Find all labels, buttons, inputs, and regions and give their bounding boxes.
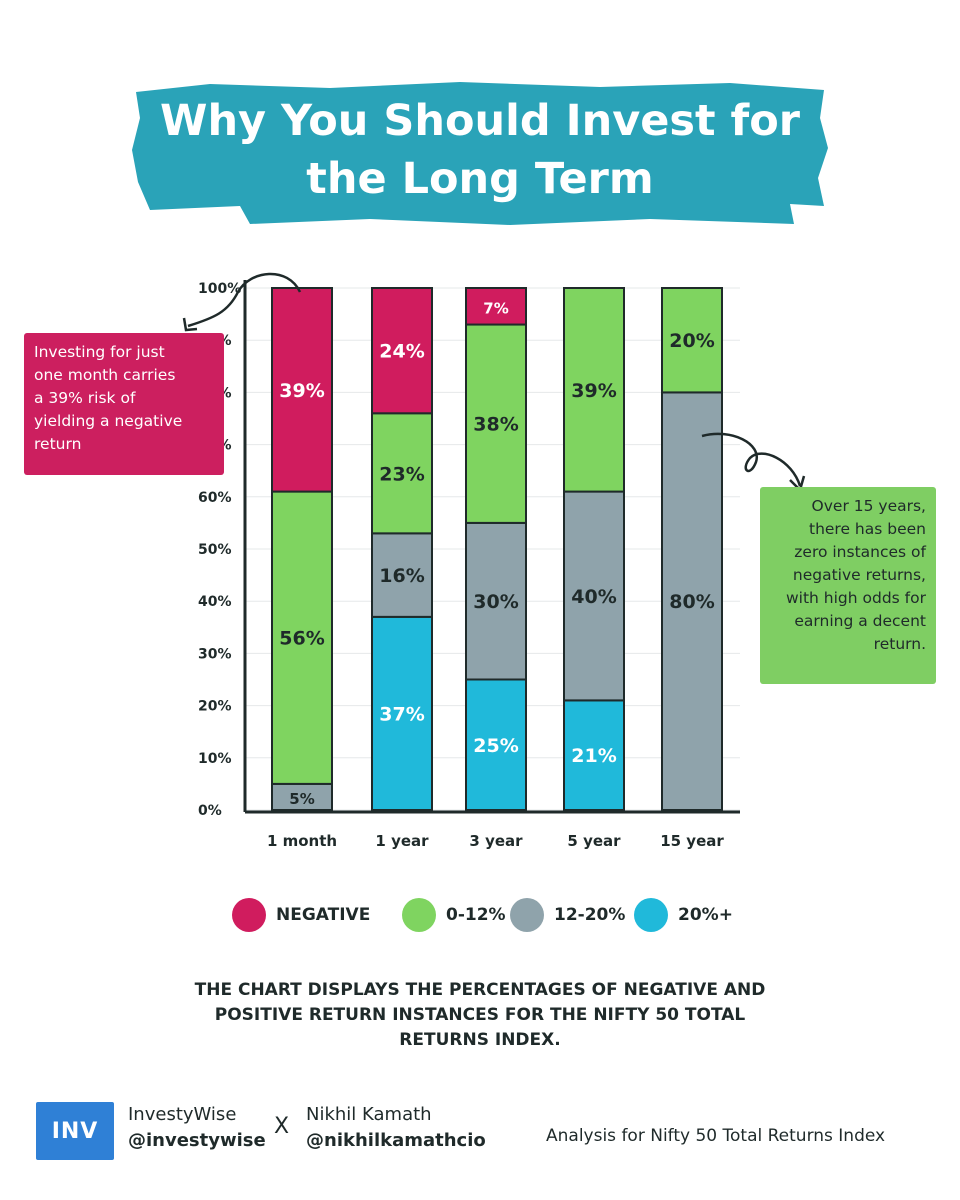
callout-fifteen-year: Over 15 years, there has been zero insta… — [760, 487, 936, 684]
chart-title: Why You Should Invest for the Long Term — [130, 92, 830, 208]
bar-segment — [563, 490, 625, 702]
callout-left-line: a 39% risk of — [34, 389, 136, 407]
y-tick-label: 0% — [198, 803, 222, 819]
callout-right-line: negative returns, — [792, 566, 926, 584]
bar-segment — [465, 287, 527, 326]
partner-block: Nikhil Kamath @nikhilkamathcio — [306, 1102, 486, 1154]
callout-one-month: Investing for just one month carries a 3… — [24, 333, 224, 475]
bar-segment — [371, 615, 433, 811]
caption-line-3: RETURNS INDEX. — [399, 1030, 561, 1050]
bar-segment — [371, 532, 433, 618]
y-tick-label: 20% — [198, 699, 232, 715]
x-tick-label: 1 year — [375, 832, 429, 850]
y-tick-label: 40% — [198, 594, 232, 610]
bar-segment — [661, 391, 723, 811]
callout-right-line: there has been — [809, 520, 926, 538]
callout-arrow-right — [701, 432, 802, 487]
callout-left-line: return — [34, 435, 82, 453]
stacked-bar-chart: 0%10%20%30%40%50%60%70%80%90%100%1 month… — [182, 272, 806, 850]
legend-swatch-20-plus — [634, 898, 668, 932]
bar-segment — [465, 323, 527, 524]
y-tick-label: 60% — [198, 490, 232, 506]
bar-segment — [465, 521, 527, 681]
title-line-1: Why You Should Invest for — [160, 96, 800, 146]
x-tick-label: 15 year — [660, 832, 724, 850]
partner-handle: @nikhilkamathcio — [306, 1130, 486, 1151]
legend-item-20-plus: 20%+ — [634, 893, 733, 937]
footer-note: Analysis for Nifty 50 Total Returns Inde… — [546, 1126, 886, 1146]
y-tick-label: 30% — [198, 646, 232, 662]
title-banner-brush — [132, 82, 828, 225]
data-label: 37% — [379, 703, 424, 725]
footer: INV InvestyWise @investywise X Nikhil Ka… — [0, 1098, 960, 1168]
legend-label: 20%+ — [678, 905, 733, 925]
bar-segment — [271, 287, 333, 493]
title-banner: Why You Should Invest for the Long Term — [130, 78, 830, 228]
data-label: 5% — [289, 790, 314, 808]
callout-right-line: zero instances of — [794, 543, 926, 561]
data-label: 23% — [379, 463, 424, 485]
data-label: 38% — [473, 414, 518, 436]
legend-label: 0-12% — [446, 905, 506, 925]
legend-item-12-20: 12-20% — [510, 893, 625, 937]
data-label: 80% — [669, 591, 714, 613]
data-label: 30% — [473, 591, 518, 613]
x-tick-label: 1 month — [267, 832, 337, 850]
data-label: 39% — [571, 380, 616, 402]
bar-segment — [661, 287, 723, 394]
collab-mark: X — [274, 1114, 290, 1139]
data-label: 56% — [279, 628, 324, 650]
callout-right-line: earning a decent — [794, 612, 926, 630]
partner-name: Nikhil Kamath — [306, 1104, 432, 1125]
callout-right-line: with high odds for — [785, 589, 926, 607]
bar-segment — [371, 287, 433, 415]
x-tick-label: 5 year — [567, 832, 621, 850]
callout-right-line: Over 15 years, — [811, 497, 926, 515]
legend-item-negative: NEGATIVE — [232, 893, 370, 937]
investywise-logo: INV — [36, 1102, 114, 1160]
callout-left-line: Investing for just — [34, 343, 165, 361]
callout-arrow-left — [187, 272, 302, 328]
title-line-2: the Long Term — [306, 154, 654, 204]
chart-legend: NEGATIVE 0-12% 12-20% 20%+ — [0, 893, 960, 937]
data-label: 16% — [379, 565, 424, 587]
brand-block: InvestyWise @investywise — [128, 1102, 266, 1154]
data-label: 21% — [571, 745, 616, 767]
legend-swatch-negative — [232, 898, 266, 932]
callout-left-line: yielding a negative — [34, 412, 183, 430]
data-label: 25% — [473, 735, 518, 757]
caption-line-1: THE CHART DISPLAYS THE PERCENTAGES OF NE… — [194, 980, 766, 1000]
y-tick-label: 100% — [198, 281, 241, 297]
caption-line-2: POSITIVE RETURN INSTANCES FOR THE NIFTY … — [214, 1005, 746, 1025]
data-label: 20% — [669, 330, 714, 352]
legend-label: 12-20% — [554, 905, 626, 925]
callout-right-line: return. — [873, 635, 926, 653]
bar-segment — [563, 287, 625, 493]
y-tick-label: 10% — [198, 751, 232, 767]
data-label: 40% — [571, 586, 616, 608]
brand-handle: @investywise — [128, 1130, 266, 1151]
legend-swatch-0-12 — [402, 898, 436, 932]
legend-swatch-12-20 — [510, 898, 544, 932]
brand-name: InvestyWise — [128, 1104, 237, 1125]
legend-label: NEGATIVE — [276, 905, 371, 925]
legend-item-0-12: 0-12% — [402, 893, 506, 937]
chart-caption: THE CHART DISPLAYS THE PERCENTAGES OF NE… — [160, 978, 800, 1053]
data-label: 39% — [279, 380, 324, 402]
x-tick-label: 3 year — [469, 832, 523, 850]
y-tick-label: 50% — [198, 542, 232, 558]
callout-left-line: one month carries — [34, 366, 176, 384]
arrowhead-left — [182, 317, 198, 332]
data-label: 24% — [379, 341, 424, 363]
data-label: 7% — [483, 299, 508, 317]
